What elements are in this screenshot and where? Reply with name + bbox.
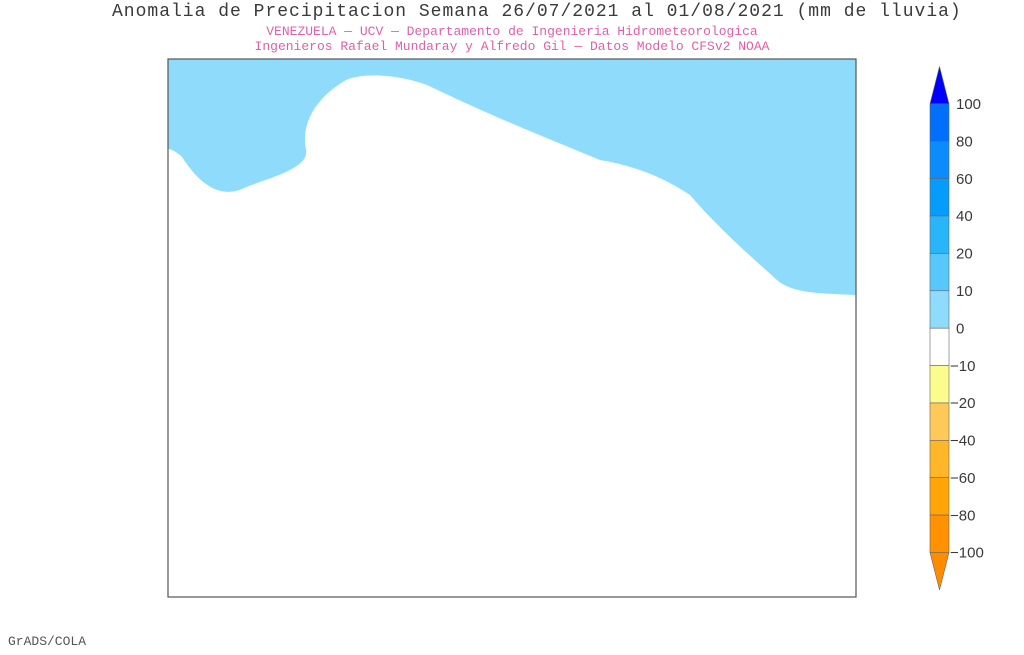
svg-text:−100: −100 [950,545,984,562]
svg-text:80: 80 [956,134,973,151]
svg-text:−10: −10 [950,358,975,375]
svg-text:60: 60 [956,171,973,188]
svg-text:−20: −20 [950,395,975,412]
svg-text:100: 100 [956,96,981,113]
svg-text:10: 10 [956,283,973,300]
svg-text:−60: −60 [950,470,975,487]
svg-text:40: 40 [956,208,973,225]
svg-text:0: 0 [956,320,964,337]
svg-text:−40: −40 [950,433,975,450]
svg-text:20: 20 [956,246,973,263]
svg-text:−80: −80 [950,507,975,524]
